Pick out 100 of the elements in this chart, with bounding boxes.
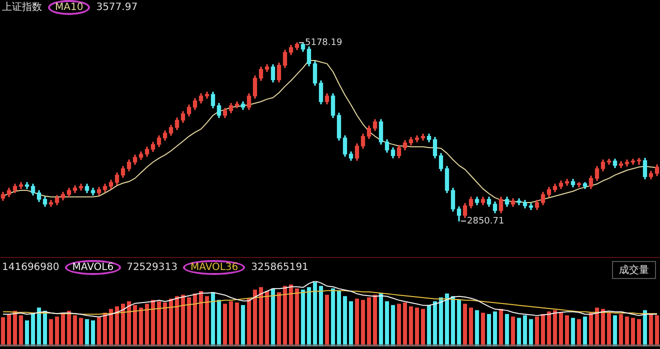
text: MAVOL36	[183, 260, 246, 274]
bar	[162, 302, 168, 346]
bar	[576, 319, 582, 346]
bar	[108, 308, 114, 346]
bar	[30, 312, 36, 346]
bar	[558, 312, 564, 346]
bar	[36, 308, 42, 346]
bar	[588, 312, 594, 346]
bar	[378, 294, 384, 346]
bar	[582, 316, 588, 346]
text: 325865191	[251, 262, 308, 272]
bar	[420, 308, 426, 346]
bar	[258, 287, 264, 346]
bar	[480, 312, 486, 346]
bar	[144, 304, 150, 346]
bar	[498, 308, 504, 346]
bar	[396, 304, 402, 346]
bar	[198, 290, 204, 346]
bar	[156, 301, 162, 346]
bar	[546, 311, 552, 346]
bar	[606, 312, 612, 346]
bar	[270, 288, 276, 346]
bar	[12, 310, 18, 346]
bar	[66, 310, 72, 346]
bar	[390, 305, 396, 346]
bar	[246, 298, 252, 346]
bar	[462, 304, 468, 346]
bar	[96, 317, 102, 346]
bar	[354, 298, 360, 346]
bar	[636, 319, 642, 346]
bar	[618, 314, 624, 346]
bar	[48, 319, 54, 346]
bar	[132, 305, 138, 346]
bar	[414, 308, 420, 346]
bar	[210, 292, 216, 346]
bar	[186, 297, 192, 346]
bar	[468, 308, 474, 346]
bar	[318, 286, 324, 346]
bar	[654, 315, 660, 346]
bar	[90, 320, 96, 346]
bar	[138, 308, 144, 346]
annotation: 5178.19	[305, 38, 342, 48]
bar	[204, 296, 210, 346]
bar	[228, 301, 234, 346]
text: 成交量	[612, 261, 656, 279]
bar	[324, 294, 330, 346]
bar	[594, 308, 600, 346]
bar	[234, 302, 240, 346]
bar	[564, 315, 570, 346]
bar	[222, 304, 228, 346]
bar	[342, 296, 348, 346]
bar	[168, 298, 174, 346]
bar	[612, 315, 618, 346]
text: MA10	[48, 0, 90, 14]
bar	[84, 319, 90, 346]
bar	[432, 301, 438, 346]
bar	[522, 315, 528, 346]
bar	[528, 319, 534, 346]
bar	[150, 300, 156, 346]
bar	[540, 314, 546, 346]
bar	[648, 314, 654, 346]
bar	[366, 297, 372, 346]
text: 3577.97	[96, 2, 138, 12]
bar	[216, 300, 222, 346]
bar	[360, 300, 366, 346]
bar	[456, 300, 462, 346]
bar	[282, 286, 288, 346]
bar	[516, 318, 522, 346]
bar	[174, 296, 180, 346]
bar	[402, 302, 408, 346]
bar	[264, 290, 270, 346]
annotation: 2850.71	[467, 216, 504, 226]
bar	[450, 296, 456, 346]
bar	[294, 288, 300, 346]
text: MAVOL6	[65, 260, 121, 274]
bar	[570, 318, 576, 346]
bar	[438, 297, 444, 346]
bar	[426, 305, 432, 346]
text: 72529313	[126, 262, 178, 272]
chart-title: 上证指数	[2, 0, 42, 14]
bar	[6, 314, 12, 346]
bar	[252, 290, 258, 346]
bar	[300, 290, 306, 346]
bar	[78, 318, 84, 346]
bar	[24, 320, 30, 346]
bar	[630, 318, 636, 346]
bar	[642, 310, 648, 346]
bar	[372, 294, 378, 346]
bar	[408, 306, 414, 346]
bar	[510, 316, 516, 346]
bar	[336, 290, 342, 346]
bar	[276, 292, 282, 346]
bar	[624, 316, 630, 346]
bar	[120, 304, 126, 346]
bar	[240, 305, 246, 346]
bar	[42, 310, 48, 346]
bar	[72, 315, 78, 346]
bar	[348, 301, 354, 346]
bar	[306, 287, 312, 346]
bar	[534, 316, 540, 346]
